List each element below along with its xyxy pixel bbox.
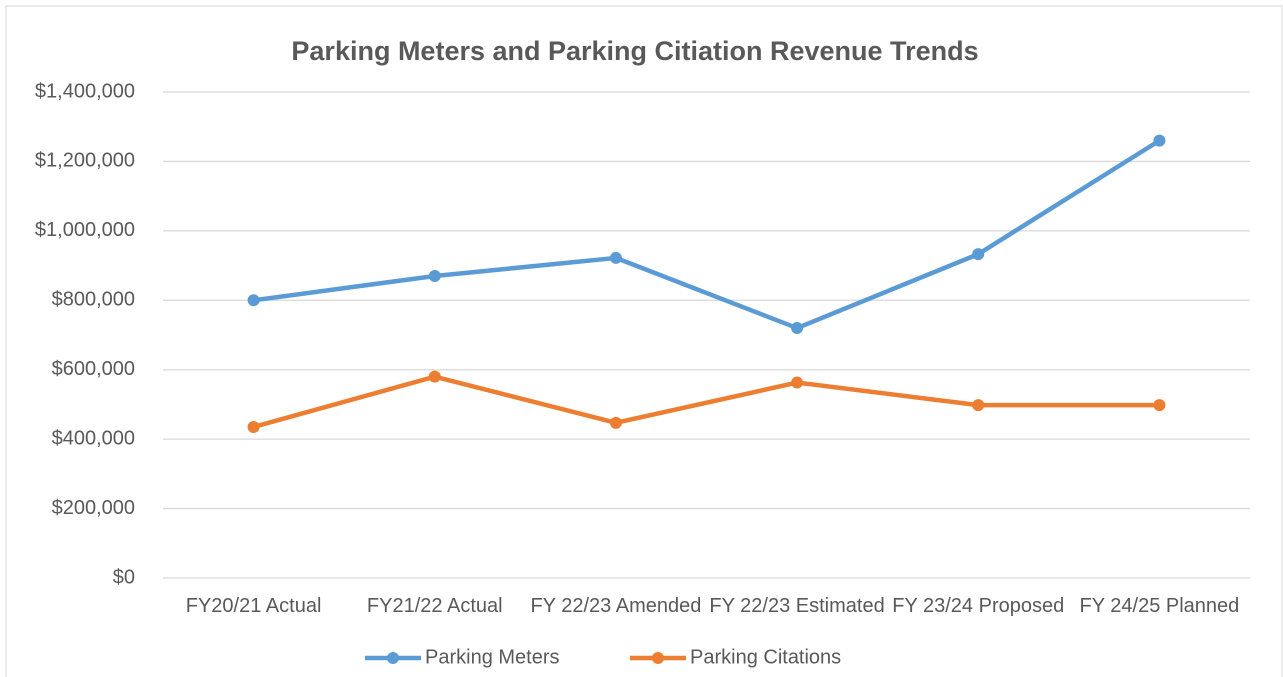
chart-border	[5, 5, 1283, 677]
x-tick-label: FY 24/25 Planned	[1079, 595, 1240, 617]
data-point	[247, 420, 260, 433]
y-tick-label: $1,000,000	[35, 219, 135, 241]
data-point	[1153, 399, 1166, 412]
legend-label: Parking Citations	[690, 646, 841, 668]
x-tick-label: FY 22/23 Amended	[530, 595, 702, 617]
y-tick-label: $1,400,000	[35, 80, 135, 102]
chart-title: Parking Meters and Parking Citiation Rev…	[291, 36, 978, 66]
y-tick-label: $600,000	[52, 358, 135, 380]
y-tick-label: $1,200,000	[35, 150, 135, 172]
data-point	[428, 269, 441, 282]
x-tick-label: FY21/22 Actual	[366, 595, 503, 617]
data-point	[1153, 134, 1166, 147]
data-point	[247, 294, 260, 307]
y-tick-label: $800,000	[52, 289, 135, 311]
data-point	[609, 251, 622, 264]
y-tick-label: $200,000	[52, 497, 135, 519]
y-tick-label: $400,000	[52, 427, 135, 449]
legend-label: Parking Meters	[425, 646, 560, 668]
data-point	[972, 399, 985, 412]
data-point	[791, 322, 804, 335]
x-tick-label: FY 22/23 Estimated	[709, 595, 885, 617]
data-point	[609, 416, 622, 429]
x-tick-label: FY20/21 Actual	[185, 595, 322, 617]
y-tick-label: $0	[113, 566, 135, 588]
data-point	[428, 370, 441, 383]
legend-marker	[652, 652, 664, 664]
series-line	[252, 374, 1160, 430]
data-point	[972, 248, 985, 261]
legend-marker	[387, 652, 399, 664]
data-point	[791, 376, 804, 389]
x-tick-label: FY 23/24 Proposed	[892, 595, 1065, 617]
series-line	[253, 138, 1161, 331]
